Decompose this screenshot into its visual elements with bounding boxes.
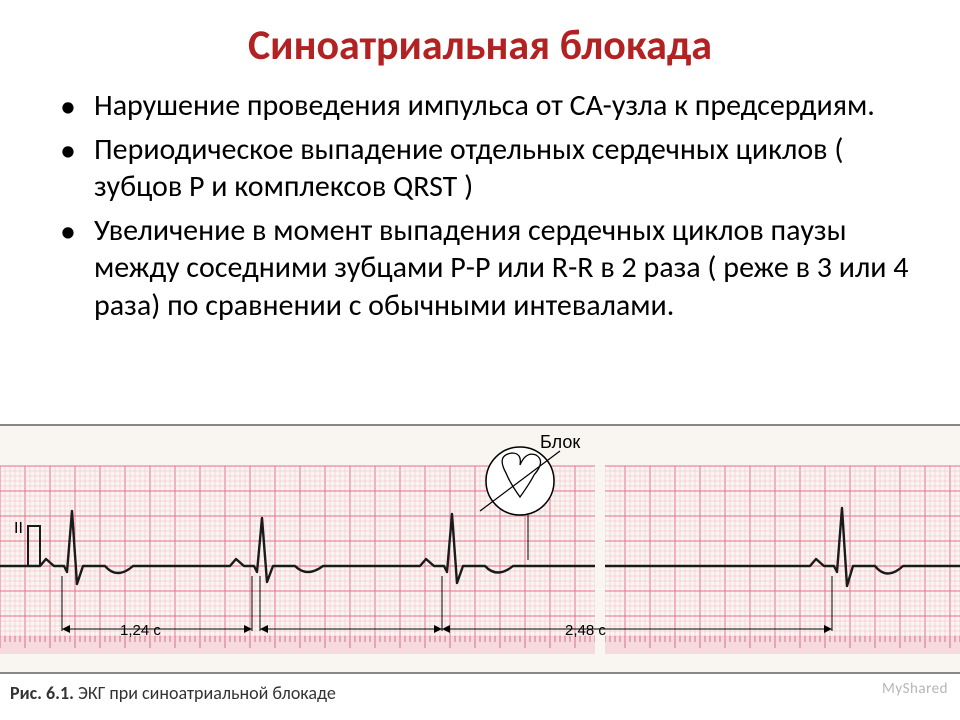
ecg-chart: Блок II 1,24 с 2,48 с: [0, 424, 960, 674]
bullet-item: Нарушение проведения импульса от СА-узла…: [60, 87, 910, 125]
bullet-list: Нарушение проведения импульса от СА-узла…: [50, 87, 910, 324]
figure: Блок II 1,24 с 2,48 с Рис. 6.1. ЭКГ при …: [0, 424, 960, 704]
figure-caption: Рис. 6.1. ЭКГ при синоатриальной блокаде: [0, 674, 960, 704]
interval2-label: 2,48 с: [565, 622, 606, 639]
figure-number: Рис. 6.1.: [10, 682, 74, 704]
figure-caption-text: ЭКГ при синоатриальной блокаде: [78, 682, 336, 704]
bullet-item: Увеличение в момент выпадения сердечных …: [60, 212, 910, 325]
lead-label: II: [14, 520, 23, 538]
watermark: MyShared: [882, 680, 948, 698]
block-label: Блок: [540, 432, 580, 453]
slide-title: Синоатриальная блокада: [50, 20, 910, 71]
bullet-item: Периодическое выпадение отдельных сердеч…: [60, 131, 910, 206]
interval1-label: 1,24 с: [120, 622, 161, 639]
